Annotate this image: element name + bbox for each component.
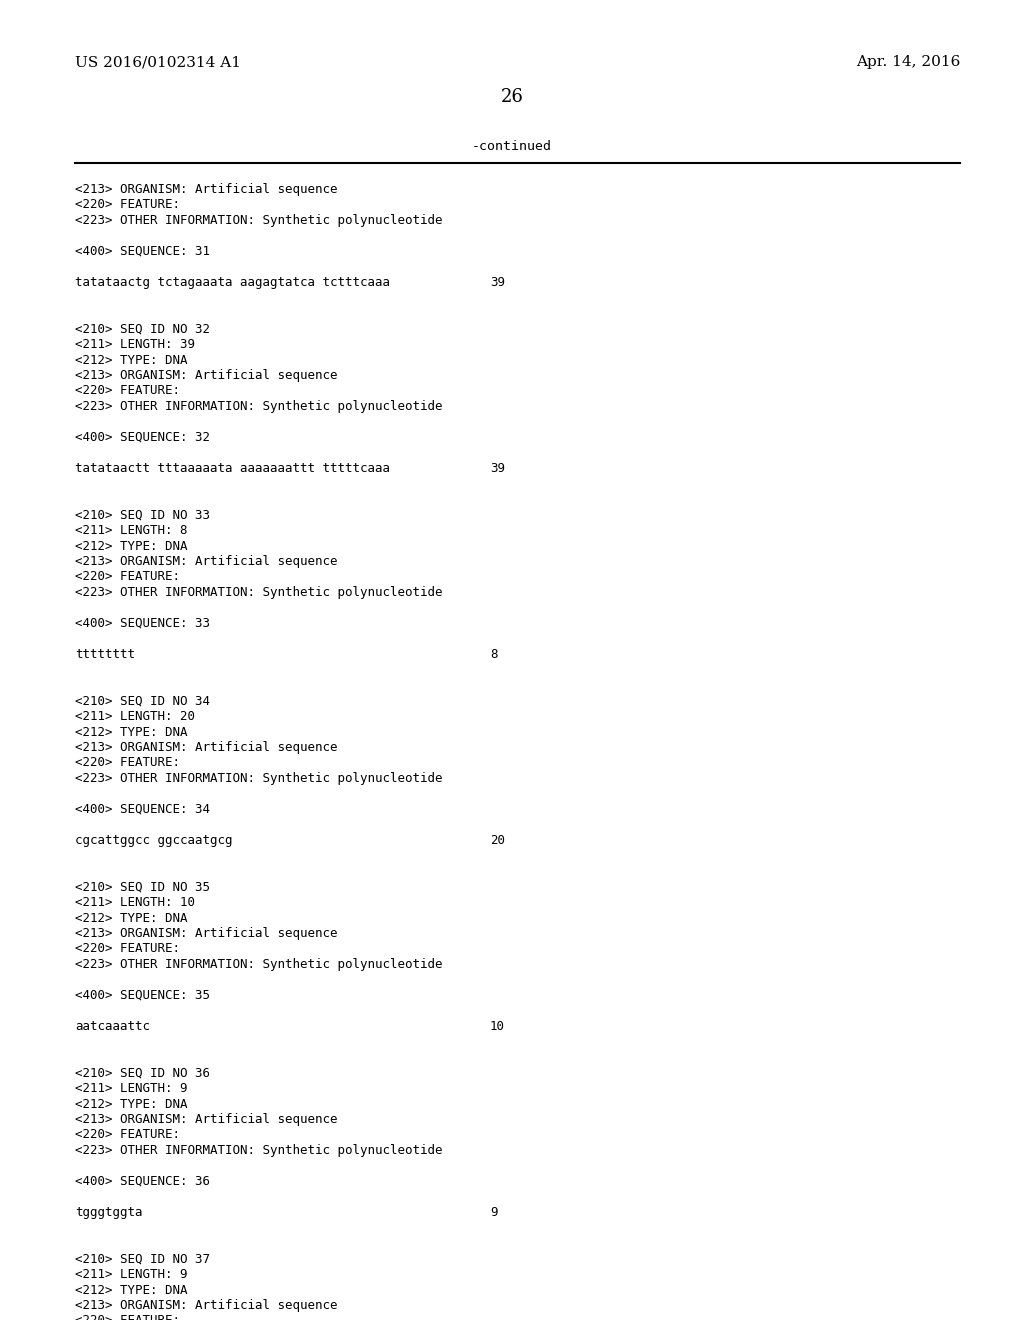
Text: <223> OTHER INFORMATION: Synthetic polynucleotide: <223> OTHER INFORMATION: Synthetic polyn…	[75, 772, 442, 785]
Text: <213> ORGANISM: Artificial sequence: <213> ORGANISM: Artificial sequence	[75, 370, 338, 381]
Text: <212> TYPE: DNA: <212> TYPE: DNA	[75, 912, 187, 924]
Text: <213> ORGANISM: Artificial sequence: <213> ORGANISM: Artificial sequence	[75, 554, 338, 568]
Text: tgggtggta: tgggtggta	[75, 1206, 142, 1218]
Text: 39: 39	[490, 462, 505, 475]
Text: <220> FEATURE:: <220> FEATURE:	[75, 198, 180, 211]
Text: <211> LENGTH: 9: <211> LENGTH: 9	[75, 1082, 187, 1096]
Text: <213> ORGANISM: Artificial sequence: <213> ORGANISM: Artificial sequence	[75, 183, 338, 195]
Text: <223> OTHER INFORMATION: Synthetic polynucleotide: <223> OTHER INFORMATION: Synthetic polyn…	[75, 958, 442, 972]
Text: -continued: -continued	[472, 140, 552, 153]
Text: <210> SEQ ID NO 33: <210> SEQ ID NO 33	[75, 508, 210, 521]
Text: <211> LENGTH: 20: <211> LENGTH: 20	[75, 710, 195, 723]
Text: US 2016/0102314 A1: US 2016/0102314 A1	[75, 55, 241, 69]
Text: 9: 9	[490, 1206, 498, 1218]
Text: <210> SEQ ID NO 34: <210> SEQ ID NO 34	[75, 694, 210, 708]
Text: tatataactg tctagaaata aagagtatca tctttcaaa: tatataactg tctagaaata aagagtatca tctttca…	[75, 276, 390, 289]
Text: aatcaaattc: aatcaaattc	[75, 1020, 150, 1034]
Text: <400> SEQUENCE: 36: <400> SEQUENCE: 36	[75, 1175, 210, 1188]
Text: <400> SEQUENCE: 34: <400> SEQUENCE: 34	[75, 803, 210, 816]
Text: <210> SEQ ID NO 35: <210> SEQ ID NO 35	[75, 880, 210, 894]
Text: <220> FEATURE:: <220> FEATURE:	[75, 1129, 180, 1142]
Text: <212> TYPE: DNA: <212> TYPE: DNA	[75, 540, 187, 553]
Text: <223> OTHER INFORMATION: Synthetic polynucleotide: <223> OTHER INFORMATION: Synthetic polyn…	[75, 1144, 442, 1158]
Text: <210> SEQ ID NO 32: <210> SEQ ID NO 32	[75, 322, 210, 335]
Text: 26: 26	[501, 88, 523, 106]
Text: <212> TYPE: DNA: <212> TYPE: DNA	[75, 1097, 187, 1110]
Text: <223> OTHER INFORMATION: Synthetic polynucleotide: <223> OTHER INFORMATION: Synthetic polyn…	[75, 400, 442, 413]
Text: <400> SEQUENCE: 33: <400> SEQUENCE: 33	[75, 616, 210, 630]
Text: <220> FEATURE:: <220> FEATURE:	[75, 942, 180, 956]
Text: <213> ORGANISM: Artificial sequence: <213> ORGANISM: Artificial sequence	[75, 1299, 338, 1312]
Text: <211> LENGTH: 39: <211> LENGTH: 39	[75, 338, 195, 351]
Text: <212> TYPE: DNA: <212> TYPE: DNA	[75, 354, 187, 367]
Text: <223> OTHER INFORMATION: Synthetic polynucleotide: <223> OTHER INFORMATION: Synthetic polyn…	[75, 214, 442, 227]
Text: <220> FEATURE:: <220> FEATURE:	[75, 384, 180, 397]
Text: tatataactt tttaaaaata aaaaaaattt tttttcaaa: tatataactt tttaaaaata aaaaaaattt tttttca…	[75, 462, 390, 475]
Text: <220> FEATURE:: <220> FEATURE:	[75, 1315, 180, 1320]
Text: <211> LENGTH: 9: <211> LENGTH: 9	[75, 1269, 187, 1280]
Text: 10: 10	[490, 1020, 505, 1034]
Text: <400> SEQUENCE: 35: <400> SEQUENCE: 35	[75, 989, 210, 1002]
Text: <211> LENGTH: 8: <211> LENGTH: 8	[75, 524, 187, 537]
Text: Apr. 14, 2016: Apr. 14, 2016	[856, 55, 961, 69]
Text: cgcattggcc ggccaatgcg: cgcattggcc ggccaatgcg	[75, 834, 232, 847]
Text: <220> FEATURE:: <220> FEATURE:	[75, 570, 180, 583]
Text: <213> ORGANISM: Artificial sequence: <213> ORGANISM: Artificial sequence	[75, 741, 338, 754]
Text: <400> SEQUENCE: 31: <400> SEQUENCE: 31	[75, 246, 210, 257]
Text: <213> ORGANISM: Artificial sequence: <213> ORGANISM: Artificial sequence	[75, 1113, 338, 1126]
Text: 20: 20	[490, 834, 505, 847]
Text: <210> SEQ ID NO 37: <210> SEQ ID NO 37	[75, 1253, 210, 1266]
Text: <211> LENGTH: 10: <211> LENGTH: 10	[75, 896, 195, 909]
Text: <400> SEQUENCE: 32: <400> SEQUENCE: 32	[75, 432, 210, 444]
Text: 39: 39	[490, 276, 505, 289]
Text: <223> OTHER INFORMATION: Synthetic polynucleotide: <223> OTHER INFORMATION: Synthetic polyn…	[75, 586, 442, 599]
Text: <212> TYPE: DNA: <212> TYPE: DNA	[75, 726, 187, 738]
Text: 8: 8	[490, 648, 498, 661]
Text: <212> TYPE: DNA: <212> TYPE: DNA	[75, 1283, 187, 1296]
Text: <213> ORGANISM: Artificial sequence: <213> ORGANISM: Artificial sequence	[75, 927, 338, 940]
Text: <220> FEATURE:: <220> FEATURE:	[75, 756, 180, 770]
Text: <210> SEQ ID NO 36: <210> SEQ ID NO 36	[75, 1067, 210, 1080]
Text: tttttttt: tttttttt	[75, 648, 135, 661]
